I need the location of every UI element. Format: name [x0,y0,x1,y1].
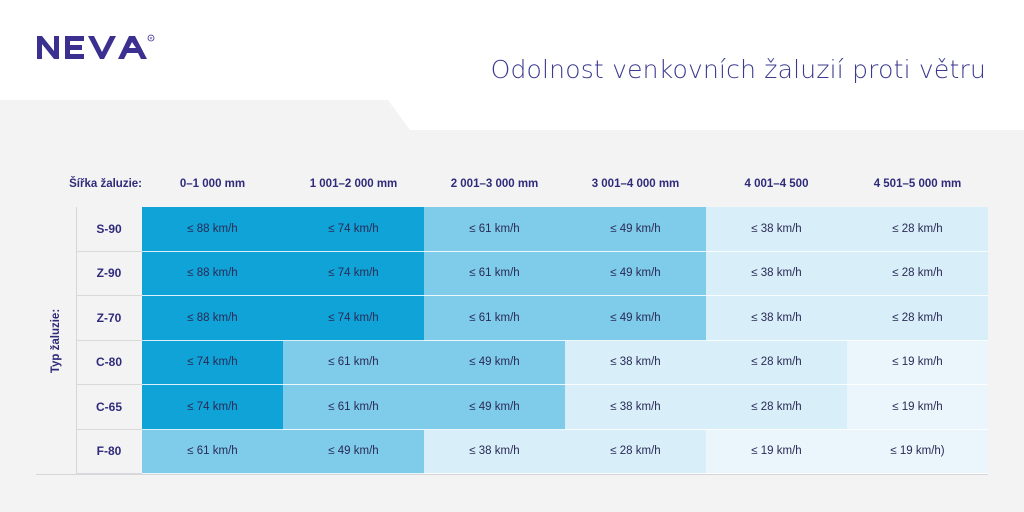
table-cell: ≤ 19 km/h [706,429,847,474]
table-cell: ≤ 38 km/h [706,251,847,296]
table-cell: ≤ 88 km/h [142,296,283,341]
table-cell: ≤ 49 km/h [283,429,424,474]
table-cell: ≤ 49 km/h [565,251,706,296]
row-type-label: F-80 [76,430,142,474]
table-cell: ≤ 61 km/h [424,207,565,252]
table-cell: ≤ 49 km/h [565,207,706,252]
row-type-label: C-80 [76,341,142,385]
column-header: 4 001–4 500 [744,178,809,190]
neva-logo: R [37,34,155,59]
table-cell: ≤ 38 km/h [706,296,847,341]
header-background [0,0,1024,130]
width-header-label: Šířka žaluzie: [69,178,142,190]
column-header: 2 001–3 000 mm [450,178,539,190]
row-type-label: S-90 [76,207,142,252]
table-cell: ≤ 19 km/h [847,340,988,385]
table-cell: ≤ 49 km/h [424,340,565,385]
page-title: Odolnost venkovních žaluzií proti větru [490,55,986,84]
table-cell: ≤ 61 km/h [424,251,565,296]
table-cell: ≤ 28 km/h [706,340,847,385]
column-header: 0–1 000 mm [179,178,246,190]
table-cell: ≤ 88 km/h [142,207,283,252]
table-cell: ≤ 38 km/h [424,429,565,474]
table-cell: ≤ 19 km/h) [847,429,988,474]
column-header: 1 001–2 000 mm [309,178,398,190]
table-cell: ≤ 74 km/h [142,385,283,430]
row-type-label: Z-90 [76,252,142,296]
table-cell: ≤ 49 km/h [424,385,565,430]
table-cell: ≤ 61 km/h [283,385,424,430]
table-cell: ≤ 74 km/h [142,340,283,385]
table-cell: ≤ 38 km/h [565,340,706,385]
table-cell: ≤ 61 km/h [142,429,283,474]
table-cell: ≤ 28 km/h [847,296,988,341]
table-cell: ≤ 49 km/h [565,296,706,341]
table-cell: ≤ 38 km/h [565,385,706,430]
table-cell: ≤ 74 km/h [283,251,424,296]
svg-text:R: R [150,35,153,40]
table-cell: ≤ 28 km/h [706,385,847,430]
table-cell: ≤ 74 km/h [283,207,424,252]
table-divider [76,207,77,474]
table-bottom-line [36,474,988,475]
table-cell: ≤ 38 km/h [706,207,847,252]
table-cell: ≤ 28 km/h [565,429,706,474]
table-cell: ≤ 61 km/h [424,296,565,341]
type-axis-label: Typ žaluzie: [50,308,62,373]
column-header: 3 001–4 000 mm [591,178,680,190]
column-header: 4 501–5 000 mm [873,178,962,190]
row-type-label: C-65 [76,385,142,430]
table-cell: ≤ 74 km/h [283,296,424,341]
table-cell: ≤ 88 km/h [142,251,283,296]
table-cell: ≤ 61 km/h [283,340,424,385]
table-cell: ≤ 28 km/h [847,207,988,252]
table-cell: ≤ 28 km/h [847,251,988,296]
row-type-label: Z-70 [76,296,142,341]
table-cell: ≤ 19 km/h [847,385,988,430]
